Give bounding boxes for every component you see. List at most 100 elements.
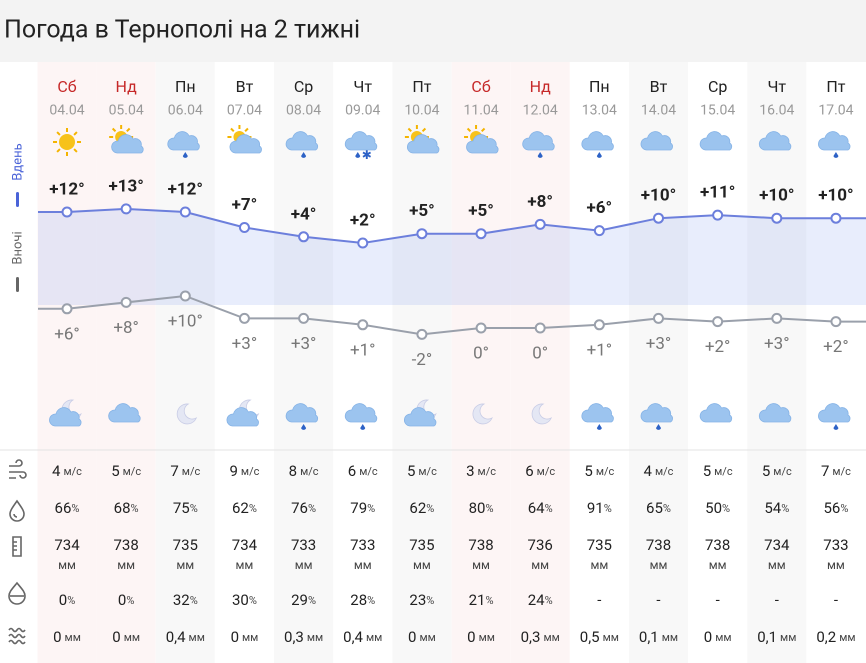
value: 735: [587, 536, 612, 554]
weather-icon: [167, 131, 200, 158]
cloud: [818, 403, 851, 423]
precip_probability-value: -: [775, 591, 779, 609]
weather-icon: [49, 399, 82, 427]
rain-drop: [355, 152, 361, 158]
temperature-point: [61, 303, 73, 315]
cloud: [581, 131, 614, 151]
pressure-unit: мм: [354, 558, 372, 572]
unit: м/с: [596, 465, 615, 478]
pressure-value: 734: [764, 536, 790, 554]
value: -: [775, 591, 779, 609]
pressure-unit: мм: [295, 558, 313, 572]
cloud: [640, 403, 673, 423]
value: 733: [823, 536, 848, 554]
temperature-point: [771, 312, 783, 324]
unit: %: [190, 594, 198, 607]
value: 50: [705, 499, 722, 517]
unit: м/с: [773, 465, 792, 478]
pressure-unit: мм: [709, 558, 727, 572]
value: -: [597, 591, 601, 609]
value: 0: [112, 628, 120, 646]
cloud: [699, 131, 733, 151]
unit: мм: [839, 631, 855, 644]
weather-icon: ✱: [344, 131, 378, 162]
weather-icon: [227, 125, 262, 154]
date: 14.04: [641, 103, 676, 119]
temperature-label: +2°: [823, 337, 849, 357]
value: 54: [764, 499, 781, 517]
weather-icon: [53, 128, 81, 156]
date: 12.04: [523, 103, 558, 119]
weather-icon: [640, 403, 673, 430]
precipitation-value: 0 мм: [704, 628, 732, 646]
sun-ray: [126, 127, 131, 133]
precip_probability-value: 32%: [173, 591, 198, 609]
weekday: Ср: [294, 77, 313, 96]
wind-value: 3 м/с: [466, 462, 496, 480]
temperature-label: +3°: [291, 334, 317, 354]
temperature-label: +10°: [641, 186, 676, 206]
value: 75: [173, 499, 190, 517]
precipitation-value: 0 мм: [112, 628, 140, 646]
unit: %: [545, 594, 553, 607]
weather-icon: [108, 403, 141, 423]
cloud: [344, 131, 378, 151]
temperature-label: +1°: [587, 340, 613, 360]
humidity-value: 76%: [291, 499, 316, 517]
unit: м/с: [63, 465, 82, 478]
moon: [472, 403, 493, 425]
unit: мм: [189, 631, 205, 644]
weekend-column: [451, 62, 511, 663]
unit: %: [67, 594, 75, 607]
temperature-point: [357, 319, 369, 331]
unit: мм: [65, 631, 81, 644]
column-stripe: [629, 62, 688, 663]
date: 04.04: [49, 103, 84, 119]
temperature-label: 0°: [473, 343, 489, 363]
precipitation-value: 0,4 мм: [166, 628, 205, 646]
weekend-column: [510, 62, 570, 663]
humidity-value: 65%: [646, 499, 671, 517]
value: 0,4: [343, 628, 363, 646]
temperature-line: [66, 294, 837, 336]
value: 738: [646, 536, 671, 554]
value: 0,4: [166, 628, 186, 646]
value: 735: [173, 536, 198, 554]
cloud: [581, 403, 614, 423]
weekday: Пт: [412, 77, 431, 96]
rain-drop: [301, 152, 307, 158]
pressure-unit: мм: [650, 558, 668, 572]
cloud: [285, 131, 319, 151]
unit: %: [249, 502, 257, 515]
value: 0: [59, 591, 67, 609]
unit: мм: [242, 631, 258, 644]
weekday: Сб: [57, 77, 76, 96]
pressure-value: 738: [114, 536, 139, 554]
precipitation-value: 0,2 мм: [816, 628, 855, 646]
unit: м/с: [832, 465, 851, 478]
sun-ray: [73, 131, 78, 136]
precipitation-value: 0,3 мм: [521, 628, 560, 646]
temperature-point: [416, 228, 428, 240]
pressure-value: 738: [468, 536, 493, 554]
unit: м/с: [478, 465, 497, 478]
unit: мм: [543, 631, 559, 644]
rain-drop: [301, 424, 307, 430]
pressure-unit: мм: [117, 558, 135, 572]
date: 16.04: [759, 103, 794, 119]
rain-drop: [537, 152, 543, 158]
weekend-column: [96, 62, 156, 663]
temperature-point: [712, 209, 724, 221]
weekday: Нд: [530, 77, 552, 96]
pressure-value: 735: [587, 536, 612, 554]
cloud: [226, 407, 259, 427]
temperature-point: [357, 237, 369, 249]
value: 0,3: [521, 628, 541, 646]
value: 0,1: [639, 628, 659, 646]
value: 6: [525, 462, 533, 480]
wind-value: 7 м/с: [821, 462, 851, 480]
temperature-point: [712, 316, 724, 328]
pressure-icon: [12, 536, 22, 557]
sun-ray: [407, 127, 412, 133]
unit: %: [485, 502, 493, 515]
